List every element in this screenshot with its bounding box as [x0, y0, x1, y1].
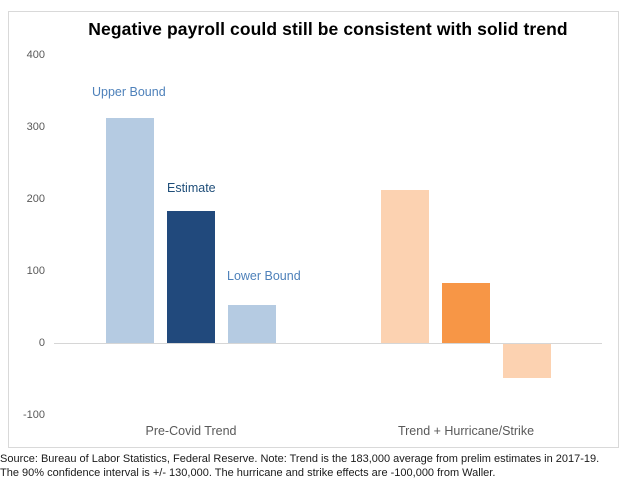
y-tick-200: 200: [26, 193, 45, 205]
bar-lower-bound: [228, 305, 276, 343]
annotation-lower-bound: Lower Bound: [227, 269, 301, 283]
y-tick-0: 0: [38, 337, 45, 349]
y-tick-300: 300: [26, 121, 45, 133]
bar-upper-bound: [106, 118, 154, 343]
y-tick-100: 100: [26, 265, 45, 277]
bar-group2-2: [442, 283, 490, 343]
bar-estimate: [167, 211, 215, 343]
annotation-upper-bound: Upper Bound: [92, 85, 166, 99]
source-note: Source: Bureau of Labor Statistics, Fede…: [0, 453, 600, 479]
bar-group2-1: [381, 190, 429, 343]
category-label-trend-hurricane-strike: Trend + Hurricane/Strike: [397, 424, 535, 438]
chart-title: Negative payroll could still be consiste…: [88, 19, 568, 39]
bar-group2-3: [503, 344, 551, 378]
annotation-estimate: Estimate: [167, 181, 216, 195]
chart-frame: [8, 11, 619, 448]
y-tick--100: -100: [22, 409, 45, 421]
category-label-pre-covid-trend: Pre-Covid Trend: [145, 424, 237, 438]
zero-axis-line: [54, 343, 602, 344]
y-tick-400: 400: [26, 49, 45, 61]
